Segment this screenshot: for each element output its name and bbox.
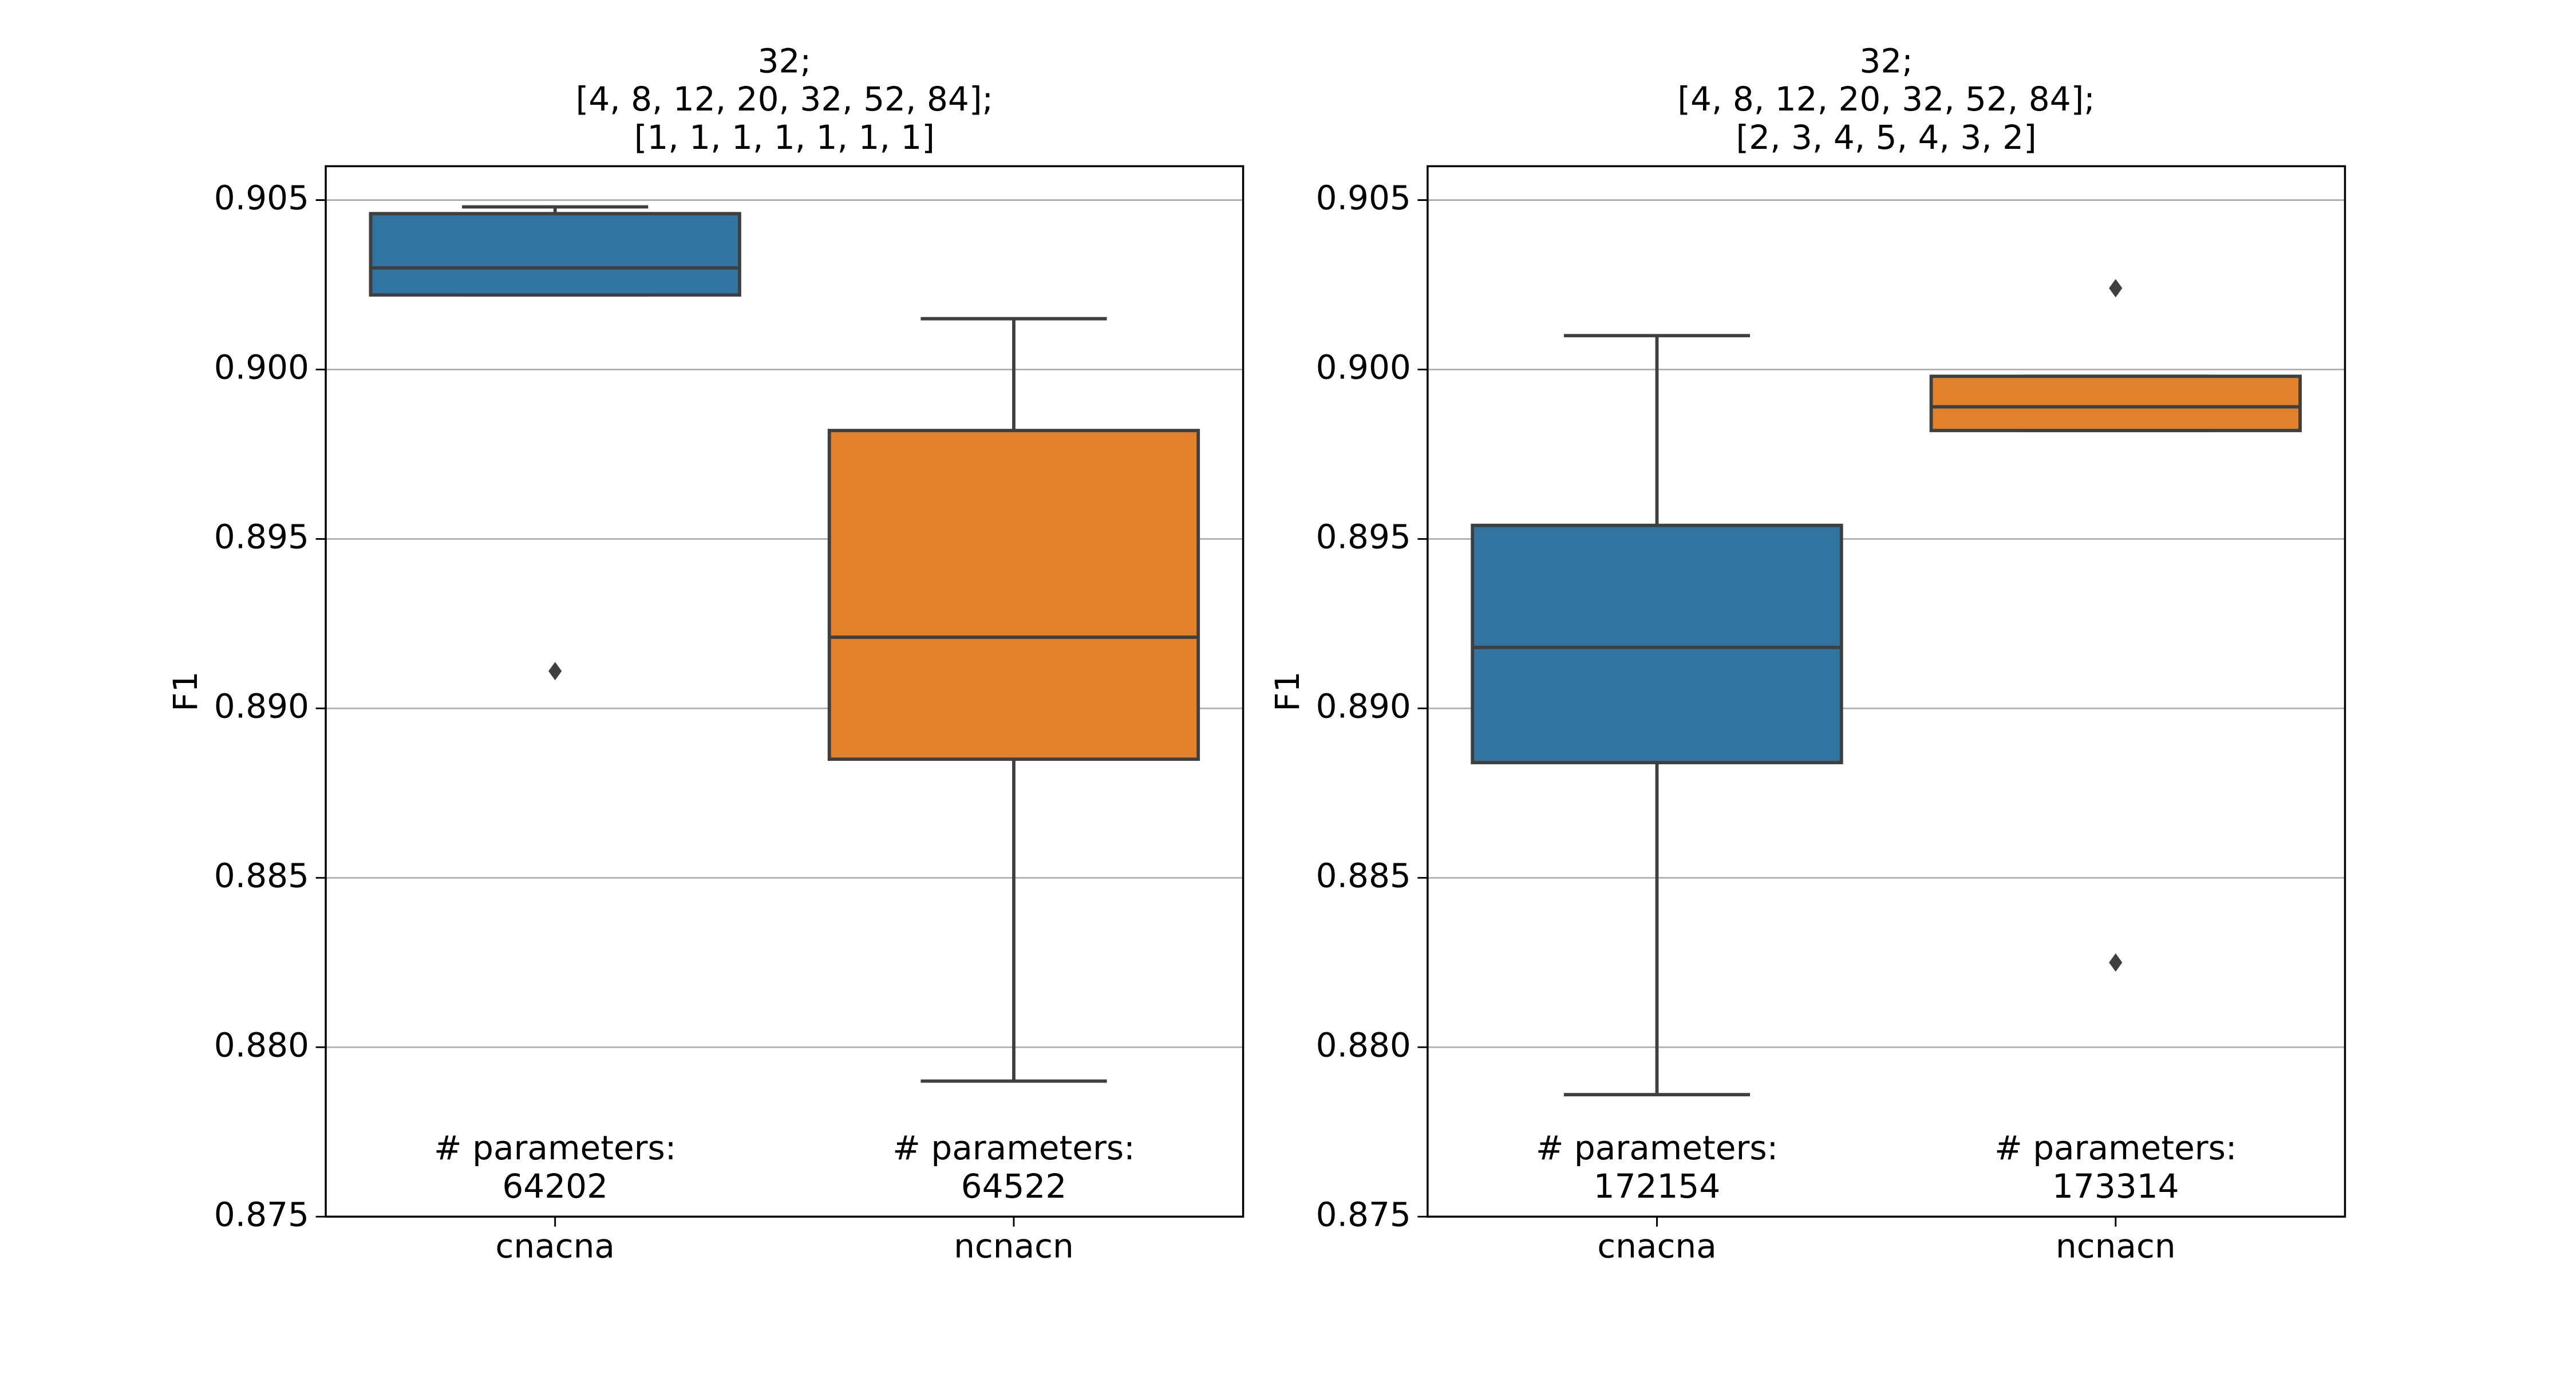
chart-title: [1, 1, 1, 1, 1, 1, 1] <box>634 118 935 157</box>
y-tick-label: 0.895 <box>1316 518 1411 556</box>
box <box>827 429 1200 761</box>
flier <box>2109 279 2123 298</box>
y-axis-label: F1 <box>166 672 205 712</box>
annotation: 172154 <box>1594 1167 1721 1206</box>
annotation: # parameters: <box>892 1128 1135 1167</box>
flier <box>2109 953 2123 972</box>
chart-title: 32; <box>758 41 811 80</box>
y-tick-label: 0.890 <box>214 686 309 725</box>
y-tick-label: 0.885 <box>214 856 309 895</box>
chart-title: 32; <box>1859 41 1913 80</box>
box <box>1929 374 2302 432</box>
axes-frame <box>1427 165 2346 1218</box>
y-tick-label: 0.885 <box>1316 856 1411 895</box>
y-tick-label: 0.875 <box>214 1195 309 1234</box>
y-tick-label: 0.905 <box>214 179 309 218</box>
y-tick-label: 0.900 <box>1316 348 1411 387</box>
flier <box>548 662 562 681</box>
y-tick-label: 0.880 <box>214 1025 309 1064</box>
y-tick-label: 0.880 <box>1316 1025 1411 1064</box>
annotation: # parameters: <box>1536 1128 1778 1167</box>
x-tick-label: cnacna <box>1597 1226 1717 1265</box>
annotation: # parameters: <box>1994 1128 2237 1167</box>
y-tick-label: 0.895 <box>214 518 309 556</box>
y-axis-label: F1 <box>1268 672 1307 712</box>
x-tick-label: cnacna <box>495 1226 615 1265</box>
box <box>369 212 741 297</box>
annotation: 64202 <box>502 1167 608 1206</box>
chart-title: [4, 8, 12, 20, 32, 52, 84]; <box>576 80 993 119</box>
box <box>1471 523 1843 764</box>
y-tick-label: 0.905 <box>1316 179 1411 218</box>
annotation: # parameters: <box>434 1128 676 1167</box>
chart-title: [2, 3, 4, 5, 4, 3, 2] <box>1736 118 2037 157</box>
chart-title: [4, 8, 12, 20, 32, 52, 84]; <box>1677 80 2095 119</box>
axes-frame <box>325 165 1244 1218</box>
y-tick-label: 0.900 <box>214 348 309 387</box>
annotation: 173314 <box>2052 1167 2179 1206</box>
y-tick-label: 0.875 <box>1316 1195 1411 1234</box>
annotation: 64522 <box>961 1167 1067 1206</box>
x-tick-label: ncnacn <box>2056 1226 2176 1265</box>
y-tick-label: 0.890 <box>1316 686 1411 725</box>
x-tick-label: ncnacn <box>954 1226 1074 1265</box>
